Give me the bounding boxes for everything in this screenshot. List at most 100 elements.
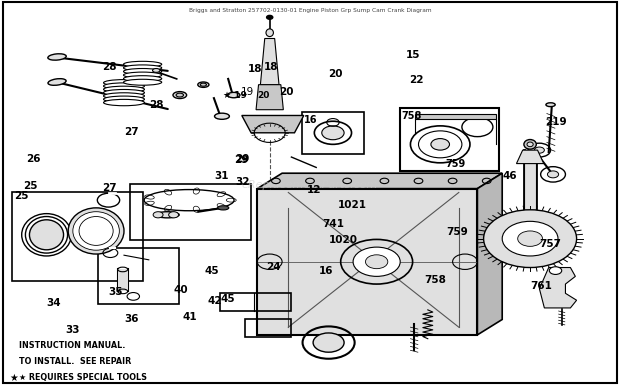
Ellipse shape bbox=[73, 212, 119, 250]
Circle shape bbox=[518, 231, 542, 246]
Polygon shape bbox=[415, 113, 496, 119]
Ellipse shape bbox=[527, 142, 533, 147]
Text: 31: 31 bbox=[214, 171, 228, 181]
Circle shape bbox=[169, 212, 179, 218]
Circle shape bbox=[153, 212, 163, 218]
Bar bbox=[245, 320, 291, 337]
Text: 22: 22 bbox=[409, 75, 423, 85]
Polygon shape bbox=[257, 189, 477, 335]
Circle shape bbox=[366, 255, 388, 269]
Ellipse shape bbox=[123, 76, 162, 81]
Ellipse shape bbox=[176, 93, 184, 97]
Text: 18: 18 bbox=[247, 64, 262, 74]
Bar bbox=[524, 150, 536, 210]
Ellipse shape bbox=[200, 83, 206, 86]
Ellipse shape bbox=[228, 92, 240, 98]
Circle shape bbox=[547, 171, 559, 178]
Ellipse shape bbox=[48, 54, 66, 60]
Ellipse shape bbox=[198, 82, 209, 87]
Ellipse shape bbox=[546, 103, 556, 107]
Text: 20: 20 bbox=[257, 91, 270, 100]
Text: 34: 34 bbox=[46, 298, 61, 308]
Text: 40: 40 bbox=[174, 285, 188, 295]
Text: 1020: 1020 bbox=[329, 235, 358, 245]
Text: ★ 19: ★ 19 bbox=[223, 91, 247, 100]
Ellipse shape bbox=[123, 72, 162, 78]
Text: 16: 16 bbox=[319, 266, 334, 276]
Bar bbox=[98, 248, 179, 304]
Polygon shape bbox=[477, 173, 502, 335]
Text: 19: 19 bbox=[241, 86, 254, 96]
Ellipse shape bbox=[215, 113, 229, 119]
Text: eReplacementParts.com: eReplacementParts.com bbox=[242, 180, 378, 190]
Text: INSTRUCTION MANUAL.: INSTRUCTION MANUAL. bbox=[19, 341, 125, 350]
Bar bbox=[400, 108, 499, 171]
Circle shape bbox=[313, 333, 344, 352]
Text: 24: 24 bbox=[267, 262, 281, 272]
Text: 1021: 1021 bbox=[338, 200, 367, 210]
Ellipse shape bbox=[30, 220, 63, 250]
Text: 25: 25 bbox=[14, 191, 29, 201]
Circle shape bbox=[484, 210, 577, 267]
Text: 741: 741 bbox=[322, 219, 344, 229]
Ellipse shape bbox=[123, 68, 162, 74]
Text: 27: 27 bbox=[102, 183, 117, 193]
Text: 32: 32 bbox=[236, 177, 250, 187]
Text: 27: 27 bbox=[124, 127, 139, 137]
Text: 26: 26 bbox=[26, 154, 40, 164]
Text: 28: 28 bbox=[149, 100, 163, 110]
Bar bbox=[12, 193, 143, 281]
Polygon shape bbox=[516, 150, 544, 164]
Text: 42: 42 bbox=[208, 296, 223, 306]
Ellipse shape bbox=[266, 29, 273, 37]
Text: 41: 41 bbox=[183, 312, 198, 322]
Text: 759: 759 bbox=[445, 159, 466, 169]
Polygon shape bbox=[539, 267, 577, 308]
Text: 35: 35 bbox=[108, 287, 123, 297]
Text: 15: 15 bbox=[406, 50, 420, 60]
Bar bbox=[130, 184, 251, 240]
Ellipse shape bbox=[524, 139, 536, 149]
Ellipse shape bbox=[153, 69, 160, 72]
Polygon shape bbox=[257, 173, 502, 189]
Ellipse shape bbox=[104, 93, 144, 99]
Text: 219: 219 bbox=[546, 117, 567, 127]
Text: 29: 29 bbox=[234, 155, 249, 165]
Ellipse shape bbox=[104, 86, 144, 93]
Text: TO INSTALL.  SEE REPAIR: TO INSTALL. SEE REPAIR bbox=[19, 357, 131, 366]
Ellipse shape bbox=[104, 83, 144, 89]
Circle shape bbox=[267, 15, 273, 19]
Text: 29: 29 bbox=[236, 154, 250, 164]
Text: 761: 761 bbox=[530, 281, 552, 291]
Ellipse shape bbox=[218, 206, 229, 210]
Circle shape bbox=[534, 147, 544, 153]
Text: 45: 45 bbox=[220, 295, 235, 305]
Text: 759: 759 bbox=[446, 227, 468, 237]
Polygon shape bbox=[242, 115, 304, 133]
Ellipse shape bbox=[123, 61, 162, 67]
Text: 16: 16 bbox=[304, 115, 317, 125]
Text: 757: 757 bbox=[539, 239, 561, 249]
Bar bbox=[220, 293, 291, 311]
Ellipse shape bbox=[173, 91, 187, 98]
Bar bbox=[302, 112, 364, 154]
Ellipse shape bbox=[68, 208, 124, 254]
Text: 45: 45 bbox=[205, 266, 219, 276]
Text: Briggs and Stratton 257702-0130-01 Engine Piston Grp Sump Cam Crank Diagram: Briggs and Stratton 257702-0130-01 Engin… bbox=[188, 8, 432, 14]
Text: 18: 18 bbox=[264, 62, 278, 71]
Text: 46: 46 bbox=[502, 171, 517, 181]
Text: 28: 28 bbox=[102, 62, 117, 71]
Ellipse shape bbox=[156, 212, 179, 218]
Text: 33: 33 bbox=[65, 325, 79, 335]
Bar bbox=[118, 269, 128, 291]
Polygon shape bbox=[256, 85, 283, 110]
Ellipse shape bbox=[104, 99, 144, 106]
Circle shape bbox=[549, 267, 562, 274]
Text: 12: 12 bbox=[307, 185, 321, 195]
Text: 758: 758 bbox=[425, 275, 446, 285]
Text: 20: 20 bbox=[329, 69, 343, 79]
Circle shape bbox=[322, 126, 344, 140]
Ellipse shape bbox=[104, 96, 144, 102]
Text: 758: 758 bbox=[402, 111, 422, 121]
Ellipse shape bbox=[48, 79, 66, 85]
